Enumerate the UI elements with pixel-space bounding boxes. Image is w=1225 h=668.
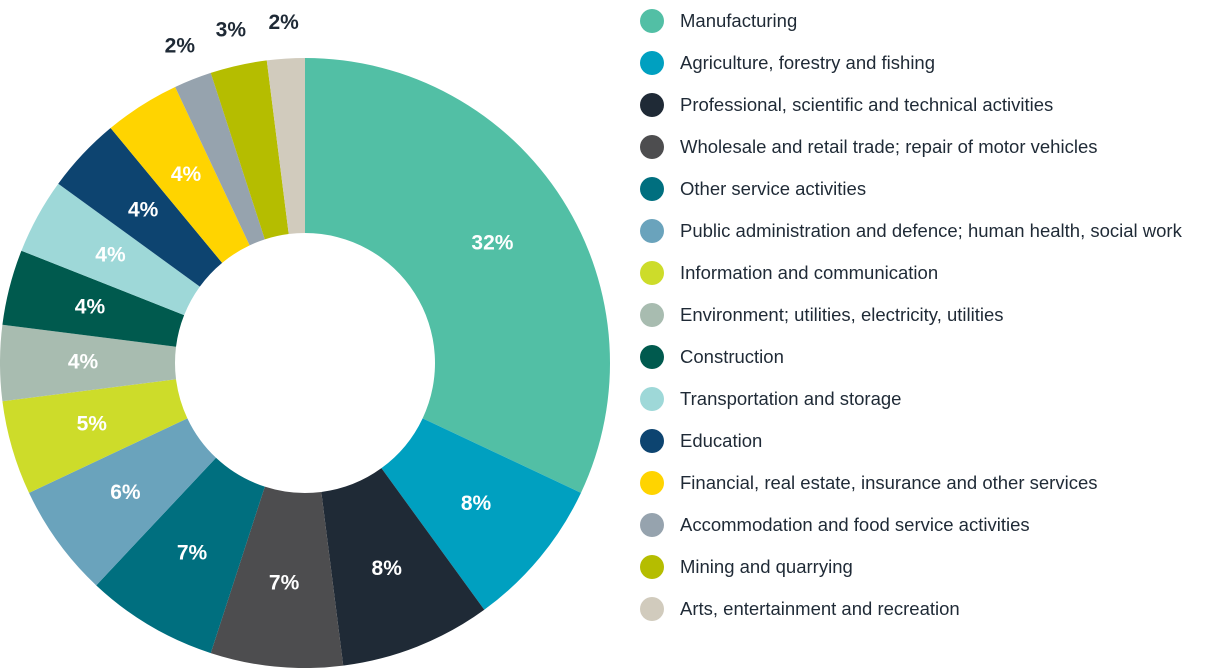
- slice: [321, 468, 485, 666]
- legend-swatch: [640, 261, 664, 285]
- data-label: 3%: [216, 19, 247, 42]
- slice: [96, 457, 265, 654]
- data-label: 4%: [75, 295, 106, 318]
- legend-swatch: [640, 555, 664, 579]
- legend-label: Agriculture, forestry and fishing: [680, 52, 936, 73]
- legend-label: Financial, real estate, insurance and ot…: [680, 472, 1098, 493]
- legend-swatch: [640, 345, 664, 369]
- slice: [58, 127, 223, 287]
- legend-label: Accommodation and food service activitie…: [680, 514, 1030, 535]
- slice: [110, 87, 250, 263]
- legend-swatch: [640, 303, 664, 327]
- data-label: 4%: [95, 244, 126, 267]
- legend-item: Construction: [640, 336, 1225, 378]
- legend-item: Accommodation and food service activitie…: [640, 504, 1225, 546]
- legend-item: Financial, real estate, insurance and ot…: [640, 462, 1225, 504]
- legend-item: Environment; utilities, electricity, uti…: [640, 294, 1225, 336]
- legend-item: Wholesale and retail trade; repair of mo…: [640, 126, 1225, 168]
- legend-item: Manufacturing: [640, 0, 1225, 42]
- slice: [266, 58, 305, 235]
- data-label: 5%: [77, 412, 108, 435]
- legend-label: Manufacturing: [680, 10, 798, 31]
- slice: [381, 418, 581, 610]
- legend-label: Information and communication: [680, 262, 939, 283]
- data-label: 7%: [269, 572, 300, 595]
- legend-label: Mining and quarrying: [680, 556, 853, 577]
- legend-label: Wholesale and retail trade; repair of mo…: [680, 136, 1098, 157]
- legend-label: Construction: [680, 346, 784, 367]
- slice: [2, 250, 185, 347]
- legend-item: Other service activities: [640, 168, 1225, 210]
- legend-label: Environment; utilities, electricity, uti…: [680, 304, 1004, 325]
- legend-swatch: [640, 471, 664, 495]
- data-label: 6%: [110, 481, 141, 504]
- legend-swatch: [640, 93, 664, 117]
- legend-label: Other service activities: [680, 178, 867, 199]
- data-label: 4%: [128, 199, 159, 222]
- legend-item: Professional, scientific and technical a…: [640, 84, 1225, 126]
- legend-item: Education: [640, 420, 1225, 462]
- legend-item: Agriculture, forestry and fishing: [640, 42, 1225, 84]
- legend-swatch: [640, 177, 664, 201]
- legend-item: Public administration and defence; human…: [640, 210, 1225, 252]
- data-label: 7%: [177, 542, 208, 565]
- legend-swatch: [640, 597, 664, 621]
- legend-item: Information and communication: [640, 252, 1225, 294]
- legend-swatch: [640, 513, 664, 537]
- slice: [210, 60, 289, 240]
- data-label: 8%: [461, 492, 492, 515]
- data-label: 2%: [165, 34, 196, 57]
- slice: [305, 58, 611, 493]
- legend-swatch: [640, 9, 664, 33]
- chart: 32%8%8%7%7%6%5%4%4%4%4%4%2%3% 2%: [0, 11, 611, 668]
- legend-label: Public administration and defence; human…: [680, 220, 1182, 241]
- slice: [29, 418, 217, 586]
- legend-label: Professional, scientific and technical a…: [680, 94, 1054, 115]
- legend-swatch: [640, 135, 664, 159]
- legend-swatch: [640, 429, 664, 453]
- legend: Manufacturing Agriculture, forestry and f…: [640, 0, 1225, 630]
- data-label: 2%: [268, 11, 299, 34]
- legend-label: Transportation and storage: [680, 388, 902, 409]
- legend-swatch: [640, 51, 664, 75]
- slice: [21, 183, 200, 316]
- data-label: 4%: [68, 351, 99, 374]
- data-label: 8%: [372, 557, 403, 580]
- slice: [0, 324, 177, 402]
- data-label: 32%: [471, 232, 513, 255]
- slice: [2, 379, 188, 493]
- legend-swatch: [640, 387, 664, 411]
- slice: [175, 72, 265, 246]
- slice: [210, 486, 344, 668]
- legend-label: Arts, entertainment and recreation: [680, 598, 960, 619]
- data-label: 4%: [171, 163, 202, 186]
- legend-item: Transportation and storage: [640, 378, 1225, 420]
- legend-swatch: [640, 219, 664, 243]
- legend-item: Arts, entertainment and recreation: [640, 588, 1225, 630]
- legend-label: Education: [680, 430, 763, 451]
- legend-item: Mining and quarrying: [640, 546, 1225, 588]
